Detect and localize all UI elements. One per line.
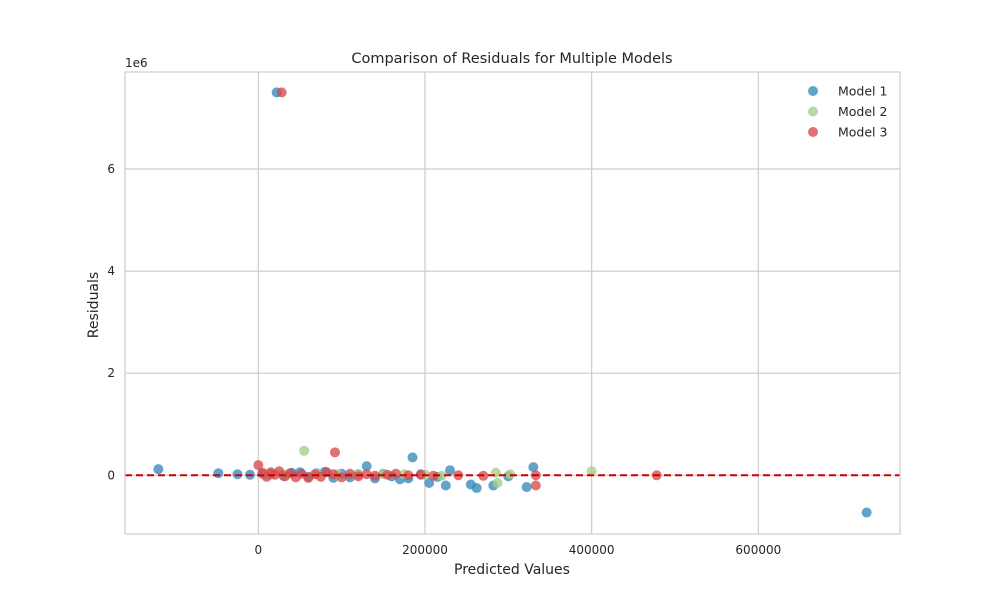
legend-marker — [808, 86, 818, 96]
data-point-model-1 — [153, 464, 164, 475]
data-point-model-1 — [521, 482, 532, 493]
x-axis-label: Predicted Values — [454, 562, 570, 578]
data-point-model-3 — [253, 460, 264, 471]
data-point-model-2 — [436, 470, 447, 481]
x-tick-label: 0 — [255, 543, 263, 557]
legend-label: Model 1 — [838, 84, 887, 99]
y-axis-label: Residuals — [86, 272, 102, 338]
legend-label: Model 2 — [838, 104, 887, 119]
x-tick-label: 600000 — [735, 543, 781, 557]
y-tick-label: 2 — [107, 366, 115, 380]
data-point-model-3 — [382, 469, 393, 480]
legend-marker — [808, 127, 818, 137]
data-point-model-1 — [407, 452, 418, 463]
data-point-model-1 — [232, 469, 243, 480]
data-point-model-3 — [353, 471, 364, 482]
data-point-model-3 — [403, 470, 414, 481]
data-point-model-1 — [471, 483, 482, 494]
data-point-model-2 — [586, 466, 597, 477]
x-tick-label: 200000 — [402, 543, 448, 557]
data-point-model-3 — [361, 469, 372, 480]
data-point-model-2 — [492, 477, 503, 488]
data-points — [153, 87, 872, 518]
data-point-model-2 — [505, 469, 515, 480]
y-tick-label: 0 — [107, 468, 115, 482]
data-point-model-1 — [213, 468, 224, 479]
data-point-model-3 — [330, 447, 340, 458]
y-tick-label: 4 — [107, 264, 115, 278]
tick-labels: 0 200000 400000 600000 0 2 4 6 — [107, 162, 781, 557]
chart-title: Comparison of Residuals for Multiple Mod… — [351, 51, 672, 67]
y-tick-label: 6 — [107, 162, 115, 176]
legend-marker — [808, 106, 818, 117]
data-point-model-3 — [390, 468, 401, 479]
plot-frame — [124, 71, 901, 535]
data-point-model-3 — [530, 480, 541, 491]
data-point-model-1 — [528, 462, 539, 473]
data-point-model-1 — [440, 480, 451, 491]
data-point-model-3 — [276, 87, 287, 98]
data-point-model-3 — [370, 470, 380, 481]
legend: Model 1 Model 2 Model 3 — [808, 84, 887, 140]
data-point-model-1 — [861, 507, 872, 518]
plot-background — [125, 72, 900, 534]
legend-label: Model 3 — [838, 125, 887, 140]
data-point-model-2 — [299, 445, 310, 456]
data-point-model-3 — [328, 469, 339, 480]
y-offset-text: 1e6 — [125, 56, 148, 70]
data-point-model-1 — [445, 465, 455, 476]
data-point-model-1 — [361, 461, 372, 472]
x-tick-label: 400000 — [569, 543, 615, 557]
data-point-model-3 — [415, 469, 426, 480]
